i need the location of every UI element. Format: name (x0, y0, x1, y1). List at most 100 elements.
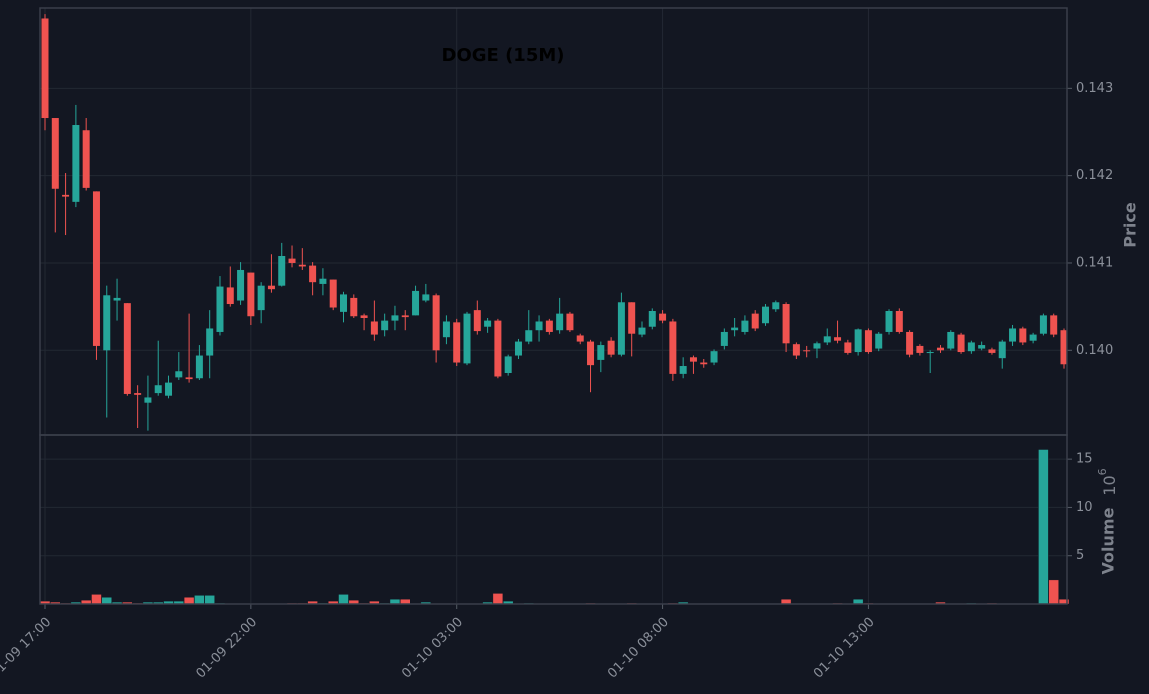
candle-body (978, 345, 986, 349)
candle-body (679, 366, 687, 374)
candle-body (648, 311, 656, 327)
candle-body (422, 294, 430, 301)
volume-offset-exponent: 6 (1096, 468, 1109, 475)
chart-title: DOGE (15M) (442, 45, 565, 66)
candle-body (823, 336, 831, 343)
candle-body (638, 327, 646, 335)
candle-body (607, 340, 615, 355)
candle-body (587, 341, 595, 366)
candle-body (834, 337, 842, 341)
candle-body (247, 272, 255, 317)
candle-body (92, 191, 100, 346)
volume-axis-label: Volume (1099, 507, 1118, 574)
candle-body (906, 331, 914, 355)
volume-offset-base: 10 (1100, 475, 1119, 495)
candle-body (401, 315, 409, 318)
volume-bar (1048, 579, 1059, 605)
candle-body (144, 397, 152, 403)
candle-body (762, 306, 770, 324)
candle-body (309, 265, 317, 283)
candle-body (926, 352, 934, 354)
candle-body (1009, 328, 1017, 342)
candle-body (854, 329, 862, 353)
candle-body (195, 355, 203, 379)
candle-body (669, 321, 677, 374)
candle-body (278, 255, 286, 286)
candle-body (947, 331, 955, 349)
candle-body (1019, 328, 1027, 343)
candle-body (103, 295, 111, 351)
candle-body (391, 315, 399, 321)
candle-body (216, 286, 224, 332)
candle-body (473, 310, 481, 332)
volume-tick-label: 5 (1076, 548, 1084, 563)
volume-bar (194, 595, 205, 605)
candle-body (494, 320, 502, 377)
candle-body (720, 331, 728, 346)
candle-body (659, 313, 667, 321)
candle-body (123, 303, 131, 394)
candle-body (237, 269, 245, 301)
volume-frame (39, 434, 1068, 605)
candle-body (298, 264, 306, 267)
candle-body (957, 334, 965, 353)
volume-offset: 106 (1096, 468, 1119, 495)
candle-body (267, 285, 275, 290)
candle-body (288, 258, 296, 263)
volume-tick-label: 10 (1076, 500, 1093, 515)
candle-body (597, 345, 605, 360)
volume-bar (204, 595, 215, 605)
volume-bar (183, 596, 195, 605)
candle-body (329, 279, 337, 308)
volume-tick-label: 15 (1076, 452, 1093, 467)
candle-body (1029, 334, 1037, 341)
candle-body (412, 290, 420, 316)
candle-body (381, 320, 389, 331)
candle-body (453, 322, 461, 363)
candle-body (360, 315, 368, 318)
candle-body (617, 302, 625, 355)
volume-bar (91, 594, 102, 605)
candle-body (731, 327, 739, 331)
candle-body (710, 351, 718, 363)
candle-body (700, 362, 708, 365)
y-axis-label: Price (1121, 202, 1140, 248)
candle-body (967, 342, 975, 352)
candle-body (566, 313, 574, 331)
candle-body (988, 349, 996, 353)
candle-body (82, 130, 90, 188)
candle-body (484, 320, 492, 327)
candle-body (772, 302, 780, 310)
y-tick-label: 0.140 (1076, 343, 1113, 358)
candle-body (41, 18, 49, 119)
candle-body (1039, 315, 1047, 334)
candle-body (813, 343, 821, 349)
candle-body (885, 311, 893, 332)
candle-body (792, 344, 800, 356)
candle-body (556, 313, 564, 331)
candle-body (175, 371, 183, 378)
candle-body (154, 385, 162, 394)
candle-body (432, 295, 440, 351)
candle-body (257, 285, 265, 311)
candle-body (134, 393, 142, 395)
candle-body (514, 341, 522, 356)
candle-body (226, 287, 234, 305)
y-tick-label: 0.142 (1076, 168, 1113, 183)
candle-body (51, 118, 59, 189)
candle-body (782, 304, 790, 344)
candle-body (741, 320, 749, 332)
candle-body (165, 382, 173, 396)
candle-body (185, 377, 193, 380)
candle-body (206, 328, 214, 356)
volume-bar (101, 596, 113, 605)
candle-body (1050, 315, 1058, 335)
candle-body (442, 321, 450, 338)
volume-bar (492, 593, 504, 605)
candle-body (463, 313, 471, 364)
candle-body (535, 321, 543, 331)
volume-bar (1038, 449, 1049, 605)
candle-body (895, 311, 903, 332)
